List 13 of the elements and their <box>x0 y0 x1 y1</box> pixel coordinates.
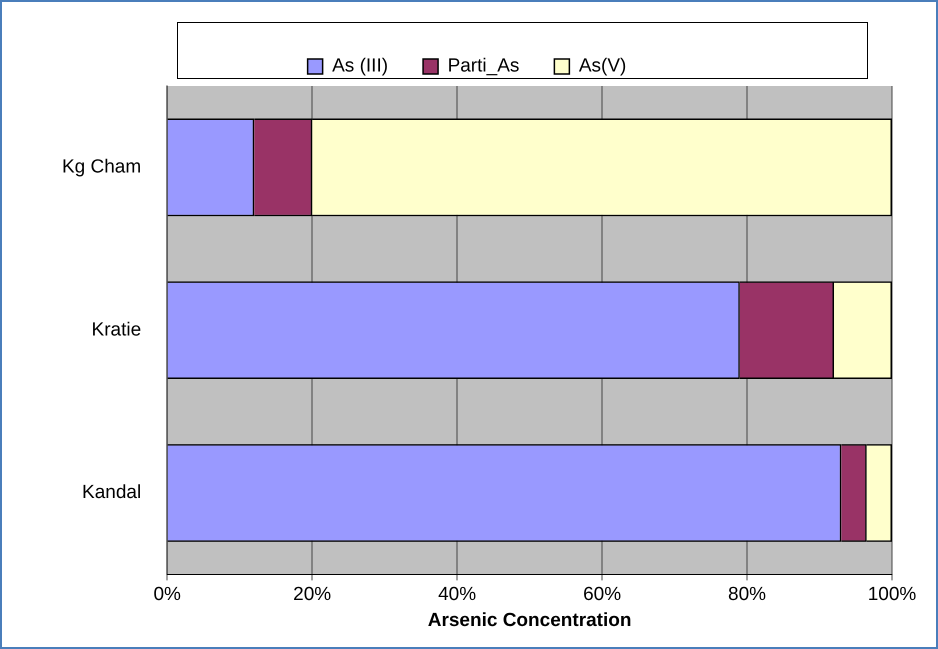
x-tick-label: 40% <box>438 584 476 606</box>
legend-label: As(V) <box>578 56 626 77</box>
y-tick-label: Kg Cham <box>62 156 142 178</box>
x-tick-label: 80% <box>728 584 766 606</box>
legend-label: As (III) <box>332 56 388 77</box>
x-tick-label: 0% <box>153 584 182 606</box>
x-tick-label: 60% <box>583 584 622 606</box>
x-tick-label: 20% <box>293 584 332 606</box>
y-tick-label: Kratie <box>92 319 142 340</box>
x-tick-label: 100% <box>868 584 916 606</box>
legend-label: Parti_As <box>448 56 520 77</box>
y-tick-label: Kandal <box>82 482 142 504</box>
x-axis-title: Arsenic Concentration <box>428 610 632 631</box>
